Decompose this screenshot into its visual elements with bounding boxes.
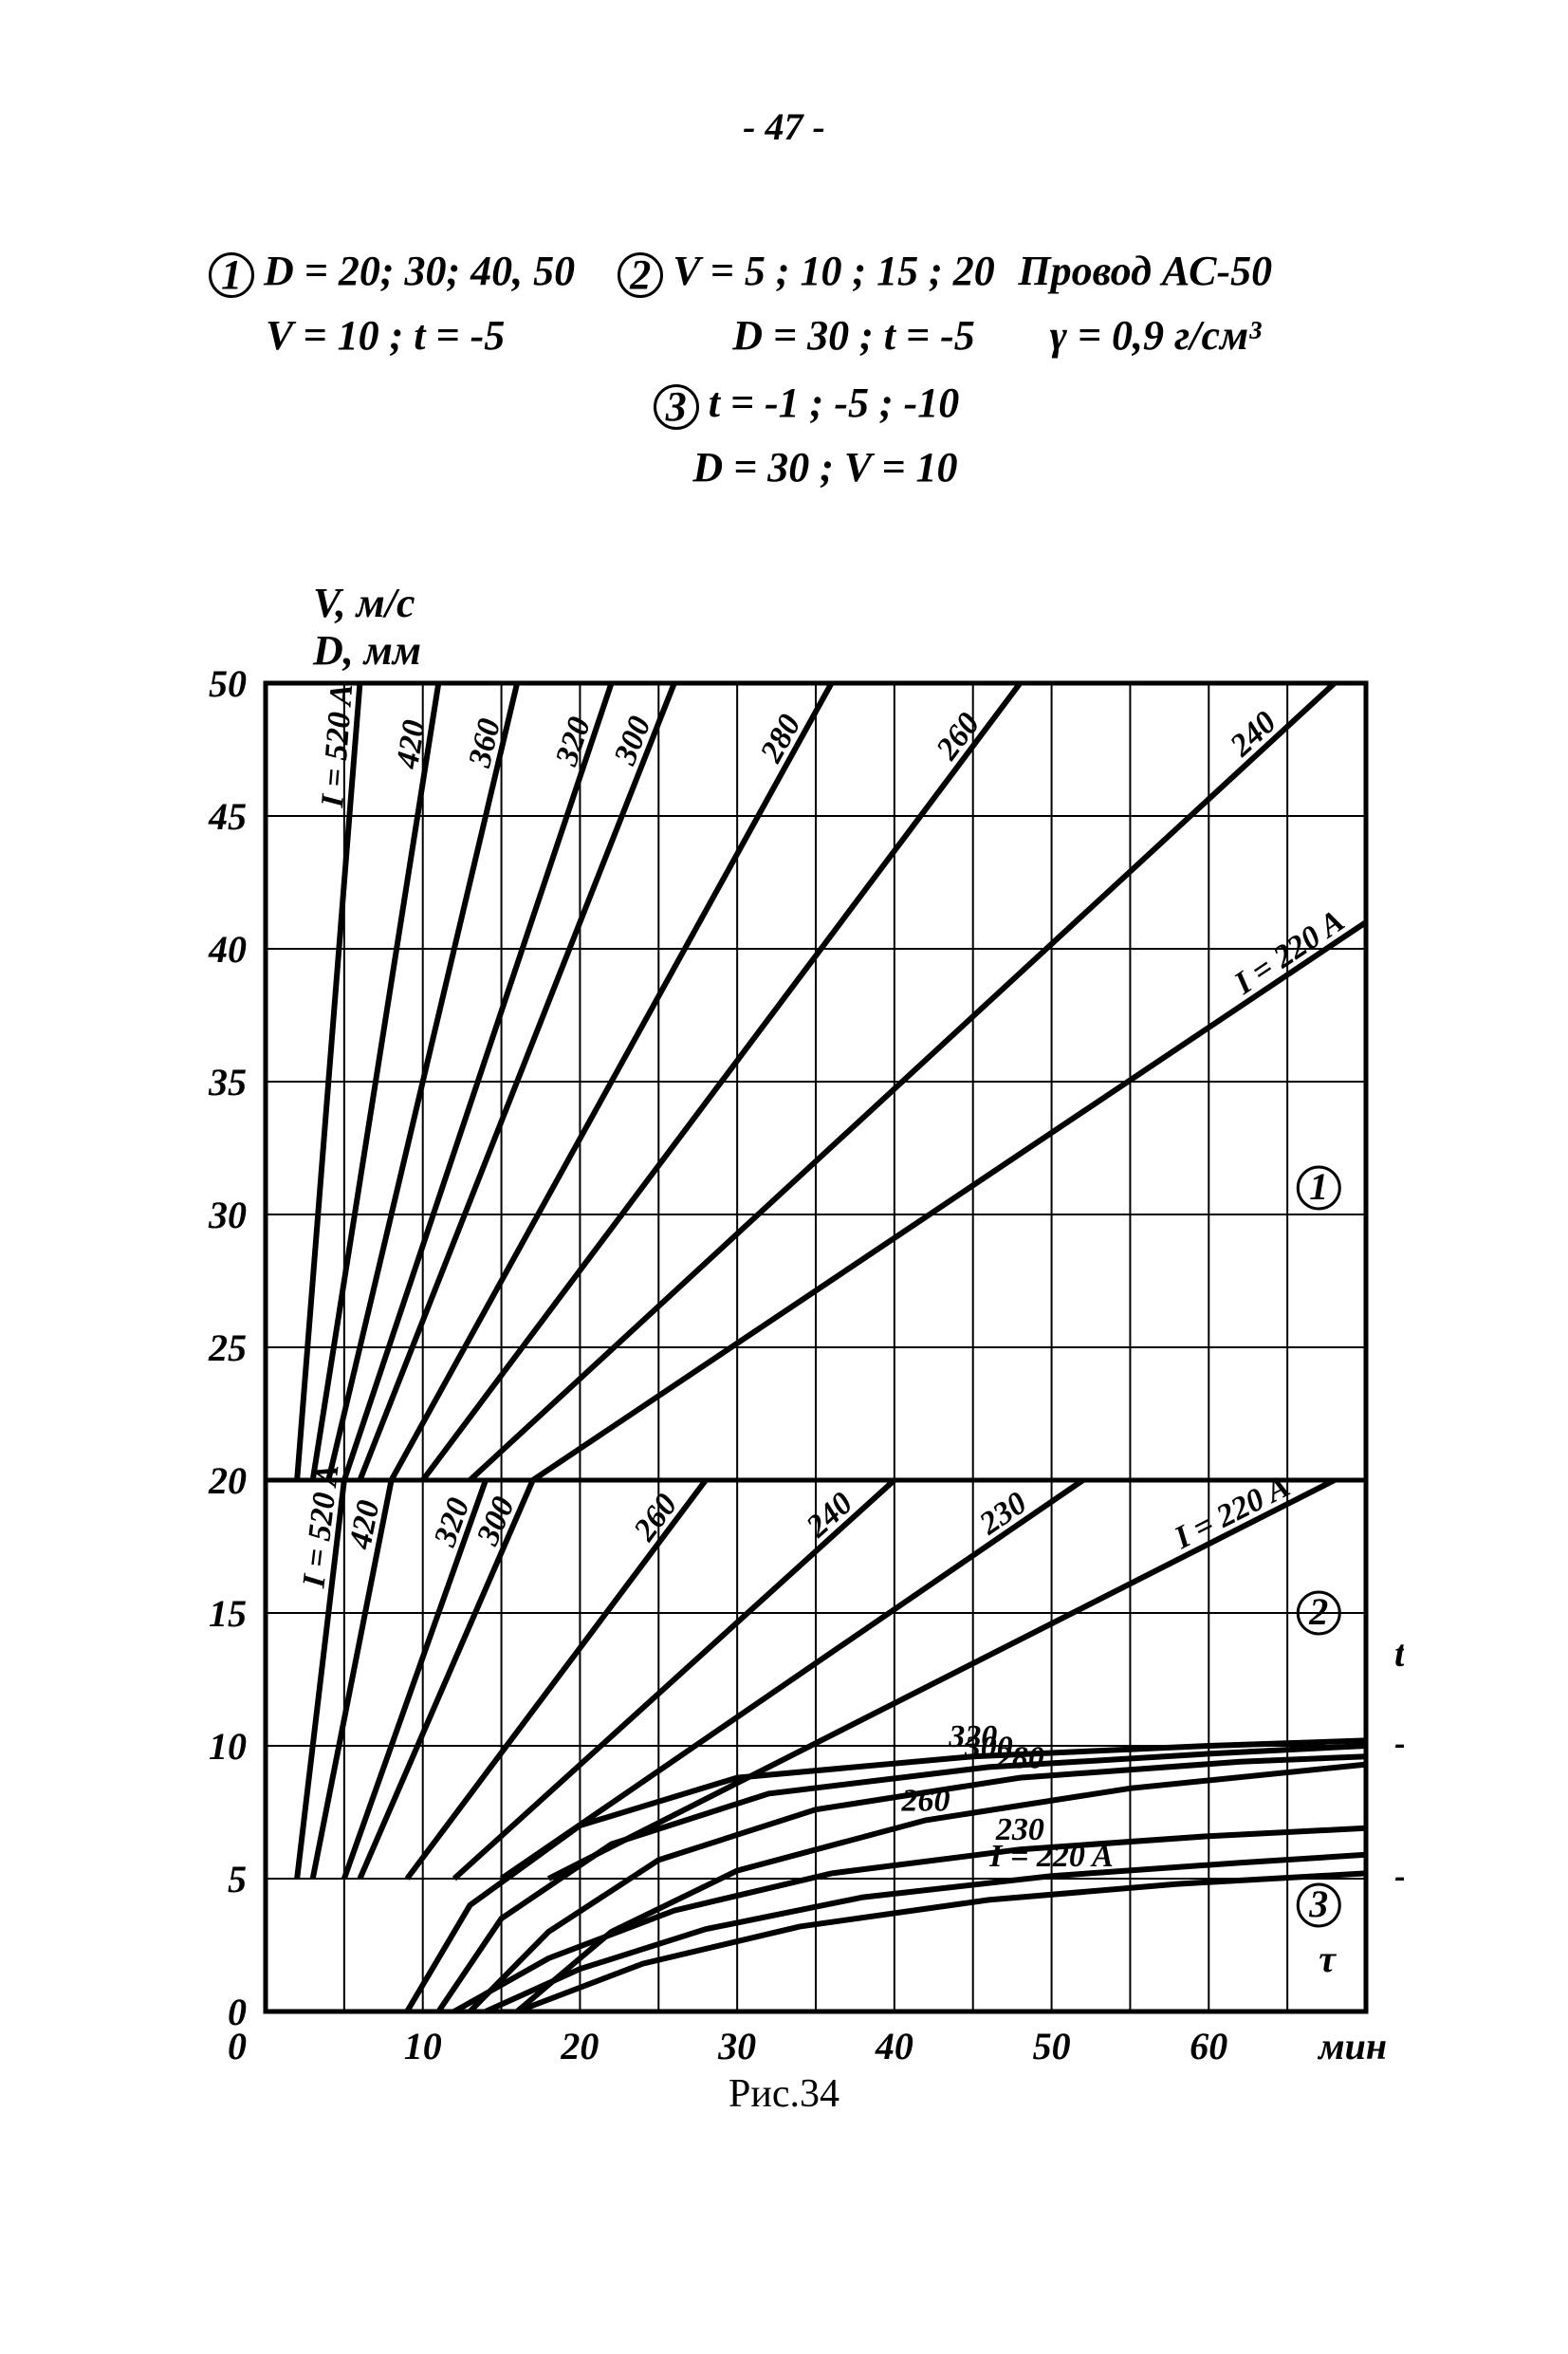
svg-text:τ: τ — [1319, 1937, 1337, 1980]
svg-text:260: 260 — [901, 1783, 950, 1818]
svg-text:1: 1 — [1309, 1165, 1328, 1208]
svg-text:20: 20 — [208, 1459, 247, 1502]
svg-text:260: 260 — [627, 1488, 685, 1548]
legend-2-line2: D = 30 ; t = -5 — [732, 312, 974, 359]
svg-text:280: 280 — [995, 1741, 1044, 1776]
svg-text:60: 60 — [1190, 2025, 1227, 2067]
svg-text:5: 5 — [228, 1858, 247, 1900]
svg-text:10: 10 — [209, 1725, 247, 1768]
svg-text:I = 220 A: I = 220 A — [1227, 903, 1351, 1002]
legend-3-line1: Провод АС-50 — [1018, 248, 1272, 294]
legend-circle-1: 1 — [209, 252, 254, 298]
svg-text:280: 280 — [753, 709, 808, 769]
svg-text:45: 45 — [208, 795, 247, 838]
svg-text:I = 220 A: I = 220 A — [988, 1839, 1114, 1874]
page-number: - 47 - — [0, 104, 1568, 149]
svg-text:0: 0 — [228, 2025, 247, 2067]
svg-text:30: 30 — [208, 1194, 247, 1236]
chart: 051015202530354045501020304050600минI = … — [171, 664, 1404, 2068]
svg-text:25: 25 — [208, 1326, 247, 1369]
svg-text:230: 230 — [972, 1485, 1033, 1542]
figure-caption: Рис.34 — [0, 2071, 1568, 2117]
legend-3-line4: D = 30 ; V = 10 — [692, 444, 957, 491]
legend-circle-2: 2 — [618, 252, 663, 298]
legend-1-line1: D = 20; 30; 40, 50 — [264, 248, 575, 294]
svg-text:300: 300 — [607, 712, 658, 770]
legend-circle-3: 3 — [654, 384, 699, 430]
svg-text:320: 320 — [427, 1493, 476, 1551]
svg-text:30: 30 — [717, 2025, 756, 2067]
svg-text:40: 40 — [875, 2025, 913, 2067]
svg-text:t: t — [1394, 1632, 1404, 1675]
svg-text:15: 15 — [209, 1592, 247, 1635]
svg-text:10: 10 — [404, 2025, 442, 2067]
legend-block: 1D = 20; 30; 40, 50 2V = 5 ; 10 ; 15 ; 2… — [190, 247, 1404, 505]
svg-text:2: 2 — [1308, 1590, 1328, 1633]
svg-text:мин: мин — [1317, 2025, 1387, 2067]
svg-text:240: 240 — [800, 1486, 859, 1545]
svg-text:-10: -10 — [1394, 1721, 1404, 1764]
legend-1-line2: V = 10 ; t = -5 — [266, 312, 505, 359]
svg-text:240: 240 — [1223, 705, 1282, 764]
svg-text:35: 35 — [208, 1061, 247, 1103]
svg-text:320: 320 — [549, 713, 599, 770]
legend-3-line2: γ = 0,9 г/см³ — [1050, 312, 1262, 359]
y-axis-title-1: V, м/с — [313, 579, 415, 627]
svg-text:20: 20 — [560, 2025, 599, 2067]
svg-text:3: 3 — [1308, 1882, 1328, 1925]
legend-2-line1: V = 5 ; 10 ; 15 ; 20 — [673, 248, 995, 294]
svg-text:260: 260 — [930, 707, 987, 768]
svg-text:40: 40 — [208, 928, 247, 971]
svg-text:-5: -5 — [1394, 1854, 1404, 1897]
svg-text:50: 50 — [1033, 2025, 1071, 2067]
legend-3-line3: t = -1 ; -5 ; -10 — [709, 380, 960, 426]
svg-text:50: 50 — [209, 664, 247, 705]
